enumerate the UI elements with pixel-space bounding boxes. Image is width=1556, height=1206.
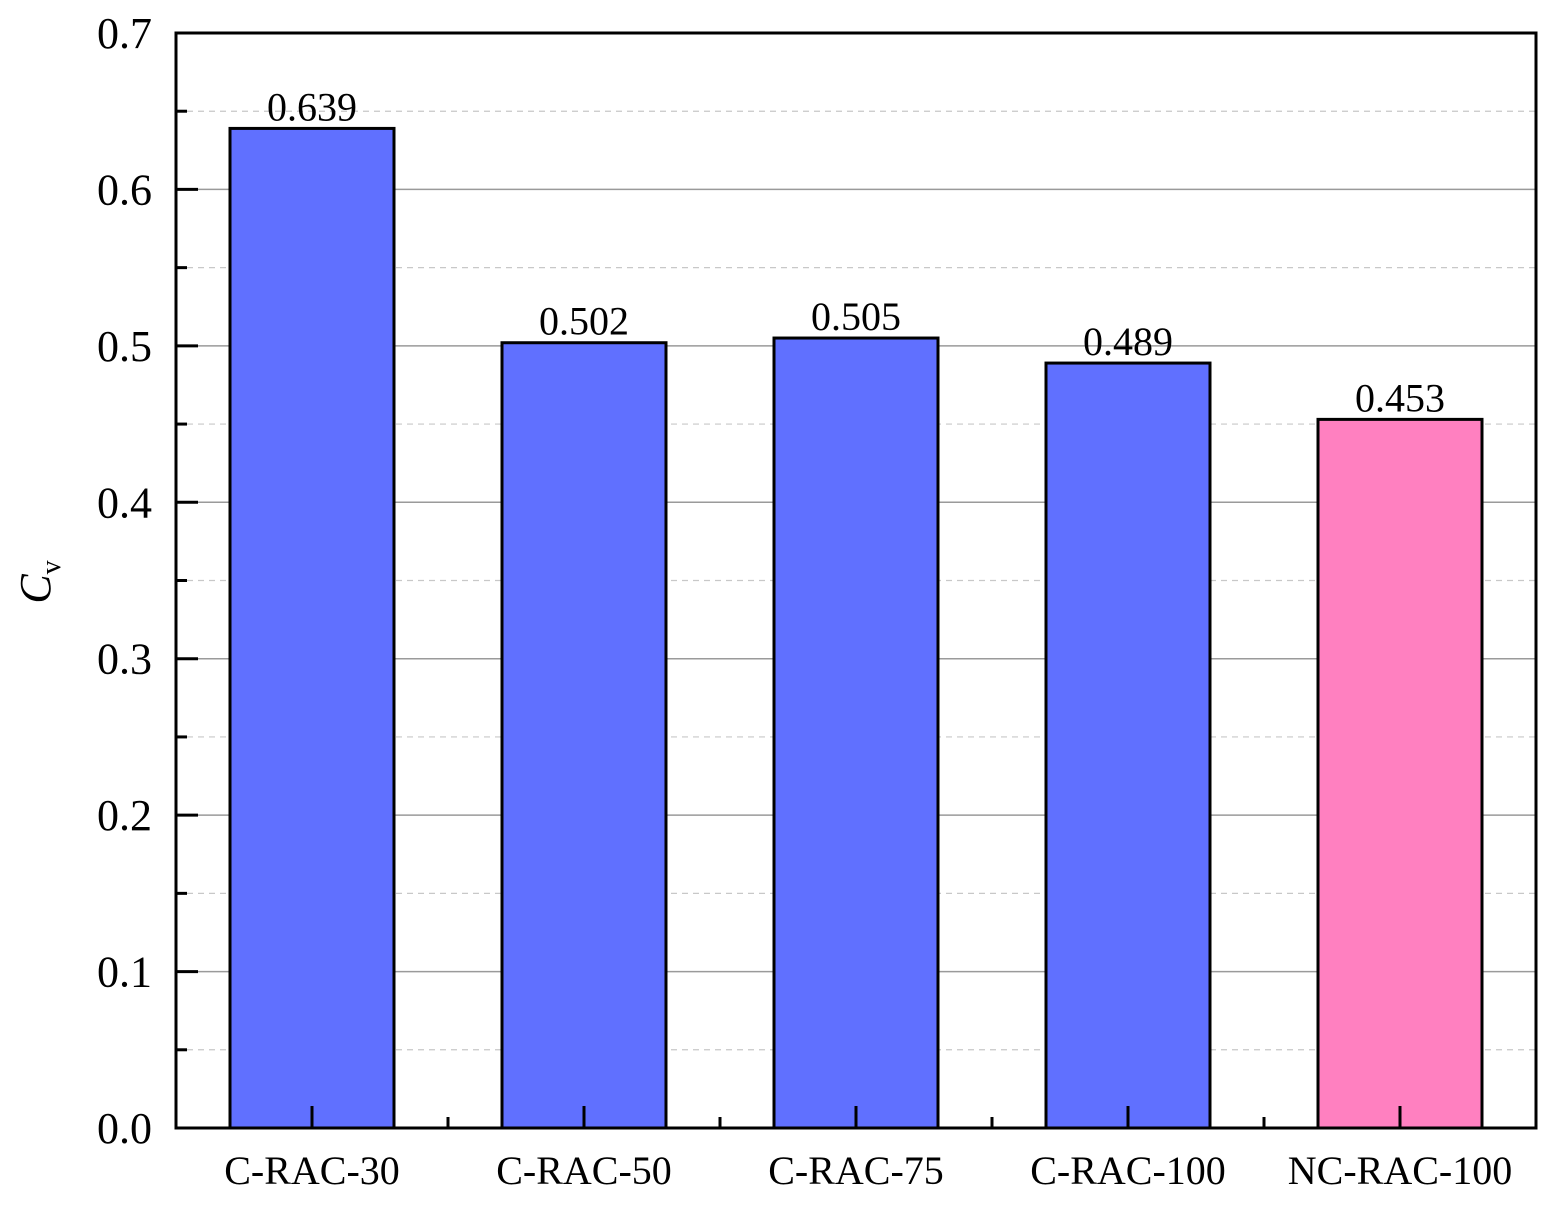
x-tick-label: C-RAC-50 (496, 1148, 672, 1193)
plot-frame (174, 31, 1538, 1130)
data-label: 0.502 (539, 299, 629, 344)
data-label: 0.505 (811, 294, 901, 339)
y-tick-label: 0.6 (97, 165, 152, 214)
data-label: 0.639 (267, 84, 357, 129)
y-tick-label: 0.3 (97, 635, 152, 684)
y-axis-title-subscript: v (36, 560, 67, 574)
y-tick-label: 0.7 (97, 9, 152, 58)
bar (1316, 417, 1484, 1130)
data-label: 0.489 (1083, 319, 1173, 364)
x-tick-label: C-RAC-100 (1030, 1148, 1226, 1193)
bar (1044, 361, 1212, 1130)
y-axis-title: Cv (11, 560, 67, 603)
y-tick-label: 0.0 (97, 1104, 152, 1153)
bar (772, 336, 940, 1130)
y-tick-label: 0.5 (97, 322, 152, 371)
labels-layer: 0.639 C-RAC-30 0.502 C-RAC-50 0.505 C-RAC-75 0… (97, 9, 1512, 1193)
x-tick-label: C-RAC-30 (224, 1148, 400, 1193)
x-tick-label: NC-RAC-100 (1288, 1148, 1512, 1193)
bars-layer (228, 126, 1484, 1130)
data-label: 0.453 (1355, 375, 1445, 420)
bar (228, 126, 396, 1130)
y-tick-label: 0.4 (97, 478, 152, 527)
y-axis-title-main: C (11, 574, 60, 604)
x-tick-label: C-RAC-75 (768, 1148, 944, 1193)
y-tick-label: 0.1 (97, 948, 152, 997)
y-tick-label: 0.2 (97, 791, 152, 840)
bar (500, 341, 668, 1130)
axes-layer (174, 31, 1538, 1130)
